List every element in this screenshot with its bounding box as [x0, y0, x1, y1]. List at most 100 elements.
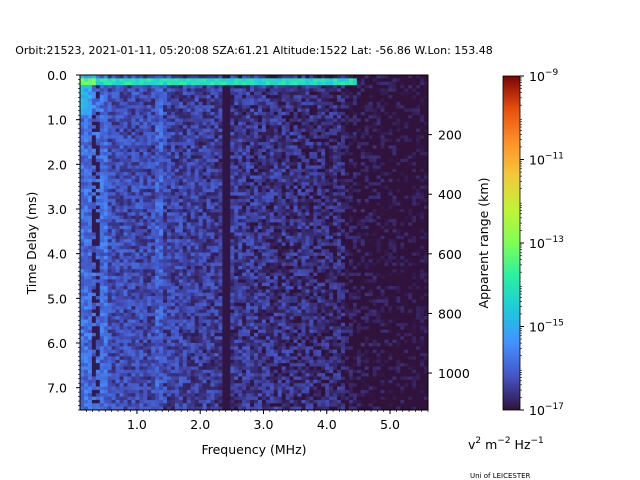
heatmap-cell: [214, 202, 219, 207]
heatmap-cell: [337, 105, 342, 109]
heatmap-cell: [163, 172, 168, 176]
heatmap-cell: [337, 108, 342, 113]
heatmap-cell: [352, 125, 358, 129]
heatmap-cell: [238, 212, 243, 217]
heatmap-cell: [348, 259, 354, 263]
heatmap-cell: [234, 185, 239, 190]
heatmap-cell: [341, 239, 346, 243]
heatmap-cell: [285, 115, 290, 119]
heatmap-cell: [352, 178, 358, 183]
heatmap-cell: [341, 138, 346, 143]
heatmap-cell: [83, 205, 89, 210]
heatmap-cell: [91, 142, 97, 146]
heatmap-cell: [273, 175, 279, 180]
heatmap-cell: [404, 259, 409, 263]
heatmap-cell: [206, 252, 211, 257]
heatmap-cell: [372, 125, 377, 129]
heatmap-cell: [380, 195, 385, 200]
heatmap-cell: [257, 162, 263, 166]
heatmap-cell: [87, 209, 93, 213]
heatmap-cell: [115, 209, 120, 213]
heatmap-cell: [384, 202, 389, 207]
heatmap-cell: [309, 101, 314, 106]
heatmap-cell: [119, 175, 124, 180]
heatmap-cell: [424, 185, 429, 190]
heatmap-cell: [396, 229, 401, 233]
heatmap-cell: [392, 209, 397, 213]
heatmap-cell: [380, 202, 385, 207]
heatmap-cell: [155, 225, 160, 230]
heatmap-cell: [333, 158, 338, 163]
heatmap-cell: [317, 259, 322, 263]
heatmap-cell: [182, 148, 188, 153]
heatmap-cell: [206, 158, 211, 163]
heatmap-cell: [408, 209, 413, 213]
heatmap-cell: [380, 178, 385, 183]
heatmap-cell: [364, 172, 370, 176]
heatmap-cell: [155, 108, 160, 113]
heatmap-cell: [115, 229, 120, 233]
heatmap-cell: [352, 205, 358, 210]
heatmap-cell: [170, 239, 176, 243]
heatmap-cell: [420, 128, 425, 133]
heatmap-cell: [289, 158, 294, 163]
heatmap-cell: [277, 259, 283, 263]
heatmap-cell: [91, 205, 97, 210]
heatmap-cell: [301, 175, 306, 180]
heatmap-cell: [210, 125, 215, 129]
heatmap-cell: [337, 252, 342, 257]
heatmap-cell: [147, 78, 152, 83]
heatmap-cell: [356, 91, 362, 96]
heatmap-cell: [83, 175, 89, 180]
heatmap-cell: [380, 121, 385, 126]
heatmap-cell: [384, 108, 389, 113]
heatmap-cell: [404, 185, 409, 190]
heatmap-cell: [309, 225, 314, 230]
heatmap-cell: [186, 165, 192, 170]
heatmap-cell: [202, 232, 207, 237]
heatmap-cell: [293, 175, 298, 180]
heatmap-cell: [210, 242, 215, 247]
heatmap-cell: [214, 81, 219, 86]
heatmap-cell: [107, 239, 113, 243]
heatmap-cell: [115, 162, 120, 166]
heatmap-cell: [103, 259, 109, 263]
heatmap-cell: [190, 178, 196, 183]
heatmap-cell: [190, 95, 196, 99]
heatmap-cell: [178, 111, 184, 116]
heatmap-cell: [182, 118, 188, 123]
heatmap-cell: [360, 145, 366, 150]
heatmap-cell: [269, 101, 275, 106]
heatmap-cell: [159, 235, 164, 240]
heatmap-cell: [139, 165, 144, 170]
heatmap-cell: [400, 232, 405, 237]
heatmap-cell: [246, 212, 251, 217]
heatmap-cell: [261, 249, 267, 253]
heatmap-cell: [139, 232, 144, 237]
heatmap-cell: [368, 128, 374, 133]
heatmap-cell: [115, 262, 120, 267]
heatmap-cell: [83, 81, 89, 86]
heatmap-cell: [257, 152, 263, 156]
heatmap-cell: [313, 175, 318, 180]
heatmap-cell: [372, 232, 377, 237]
heatmap-cell: [194, 111, 200, 116]
heatmap-cell: [404, 105, 409, 109]
heatmap-cell: [250, 75, 255, 79]
heatmap-cell: [206, 91, 211, 96]
heatmap-cell: [388, 209, 393, 213]
heatmap-cell: [131, 148, 136, 153]
heatmap-cell: [254, 155, 259, 160]
heatmap-cell: [143, 78, 148, 83]
heatmap-cell: [242, 152, 247, 156]
heatmap-cell: [178, 98, 184, 103]
heatmap-cell: [210, 75, 215, 79]
heatmap-cell: [151, 125, 156, 129]
heatmap-cell: [242, 91, 247, 96]
heatmap-cell: [254, 235, 259, 240]
heatmap-cell: [174, 259, 180, 263]
heatmap-cell: [194, 262, 200, 267]
heatmap-cell: [420, 239, 425, 243]
heatmap-cell: [289, 188, 294, 193]
heatmap-cell: [170, 185, 176, 190]
